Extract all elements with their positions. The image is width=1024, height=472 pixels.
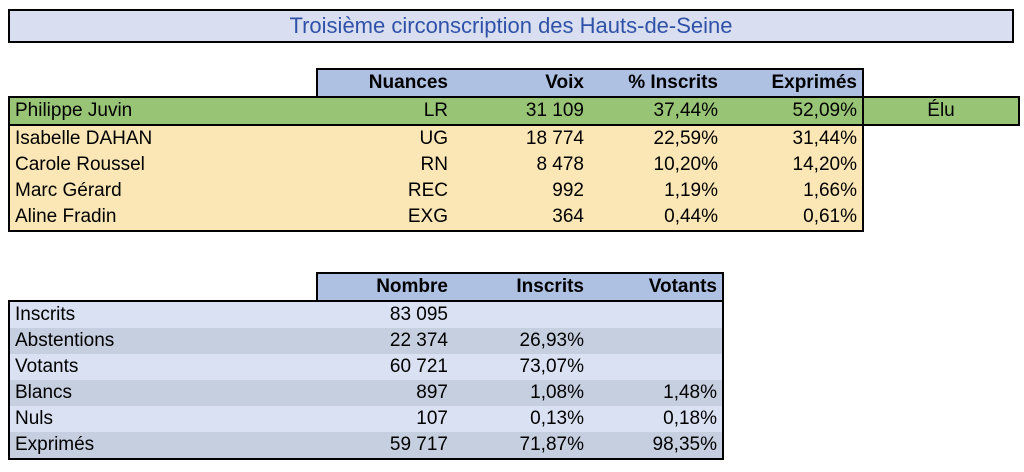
table-row: Isabelle DAHAN UG 18 774 22,59% 31,44% xyxy=(8,125,1019,152)
candidate-nuance: LR xyxy=(317,96,453,126)
candidate-pct-inscrits: 22,59% xyxy=(589,125,723,152)
stat-votants xyxy=(589,300,724,328)
header-nuances: Nuances xyxy=(316,68,453,97)
status-badge: Élu xyxy=(862,96,1020,126)
candidate-voix: 8 478 xyxy=(453,152,589,178)
stat-nombre: 897 xyxy=(317,380,453,406)
candidate-voix: 18 774 xyxy=(453,125,589,152)
results-header-blank xyxy=(9,69,317,97)
stat-nombre: 83 095 xyxy=(317,300,453,328)
stat-label: Blancs xyxy=(8,380,317,406)
header-inscrits: Inscrits xyxy=(453,272,589,301)
header-exprimes: Exprimés xyxy=(723,68,864,97)
table-row: Philippe Juvin LR 31 109 37,44% 52,09% É… xyxy=(8,96,1020,126)
results-header-row: Nuances Voix % Inscrits Exprimés xyxy=(9,68,1019,97)
candidate-voix: 364 xyxy=(453,204,589,232)
candidate-pct-exprimes: 0,61% xyxy=(723,204,864,232)
candidate-name: Marc Gérard xyxy=(8,178,317,204)
table-row: Aline Fradin EXG 364 0,44% 0,61% xyxy=(8,204,1019,232)
stat-nombre: 107 xyxy=(317,406,453,432)
stat-nombre: 59 717 xyxy=(317,432,453,460)
table-row: Votants 60 721 73,07% xyxy=(8,354,724,380)
table-row: Carole Roussel RN 8 478 10,20% 14,20% xyxy=(8,152,1019,178)
candidate-nuance: EXG xyxy=(317,204,453,232)
table-row: Marc Gérard REC 992 1,19% 1,66% xyxy=(8,178,1019,204)
row-spacer xyxy=(863,125,1019,152)
stat-inscrits: 73,07% xyxy=(453,354,589,380)
results-table: Nuances Voix % Inscrits Exprimés Philipp… xyxy=(8,68,1020,232)
header-votants: Votants xyxy=(589,272,724,301)
stat-inscrits: 0,13% xyxy=(453,406,589,432)
candidate-pct-exprimes: 52,09% xyxy=(723,96,864,126)
candidate-pct-inscrits: 37,44% xyxy=(589,96,723,126)
stats-table: Nombre Inscrits Votants Inscrits 83 095 … xyxy=(8,272,724,460)
candidate-pct-inscrits: 0,44% xyxy=(589,204,723,232)
row-spacer xyxy=(863,178,1019,204)
stat-votants: 98,35% xyxy=(589,432,724,460)
page-title: Troisième circonscription des Hauts-de-S… xyxy=(8,9,1014,43)
stat-votants xyxy=(589,328,724,354)
table-row: Inscrits 83 095 xyxy=(8,300,724,328)
stat-nombre: 22 374 xyxy=(317,328,453,354)
stat-nombre: 60 721 xyxy=(317,354,453,380)
stat-votants xyxy=(589,354,724,380)
candidate-pct-inscrits: 10,20% xyxy=(589,152,723,178)
table-row: Blancs 897 1,08% 1,48% xyxy=(8,380,724,406)
candidate-pct-exprimes: 1,66% xyxy=(723,178,864,204)
header-pct-inscrits: % Inscrits xyxy=(589,68,723,97)
stat-inscrits: 71,87% xyxy=(453,432,589,460)
candidate-voix: 992 xyxy=(453,178,589,204)
stat-label: Exprimés xyxy=(8,432,317,460)
table-row: Abstentions 22 374 26,93% xyxy=(8,328,724,354)
candidate-name: Carole Roussel xyxy=(8,152,317,178)
table-row: Exprimés 59 717 71,87% 98,35% xyxy=(8,432,724,460)
header-nombre: Nombre xyxy=(316,272,453,301)
stats-header-row: Nombre Inscrits Votants xyxy=(9,272,724,301)
candidate-name: Philippe Juvin xyxy=(8,96,317,126)
candidate-nuance: UG xyxy=(317,125,453,152)
stat-label: Nuls xyxy=(8,406,317,432)
stat-label: Inscrits xyxy=(8,300,317,328)
stat-inscrits xyxy=(453,300,589,328)
stat-label: Abstentions xyxy=(8,328,317,354)
stat-label: Votants xyxy=(8,354,317,380)
results-header-spacer xyxy=(863,69,1019,97)
stat-votants: 0,18% xyxy=(589,406,724,432)
stat-inscrits: 26,93% xyxy=(453,328,589,354)
candidate-nuance: RN xyxy=(317,152,453,178)
row-spacer xyxy=(863,204,1019,231)
stat-inscrits: 1,08% xyxy=(453,380,589,406)
candidate-pct-inscrits: 1,19% xyxy=(589,178,723,204)
stats-header-blank xyxy=(9,273,317,301)
stat-votants: 1,48% xyxy=(589,380,724,406)
candidate-voix: 31 109 xyxy=(453,96,589,126)
candidate-name: Aline Fradin xyxy=(8,204,317,232)
candidate-nuance: REC xyxy=(317,178,453,204)
candidate-name: Isabelle DAHAN xyxy=(8,125,317,152)
row-spacer xyxy=(863,152,1019,178)
table-row: Nuls 107 0,13% 0,18% xyxy=(8,406,724,432)
candidate-pct-exprimes: 31,44% xyxy=(723,125,864,152)
header-voix: Voix xyxy=(453,68,589,97)
candidate-pct-exprimes: 14,20% xyxy=(723,152,864,178)
